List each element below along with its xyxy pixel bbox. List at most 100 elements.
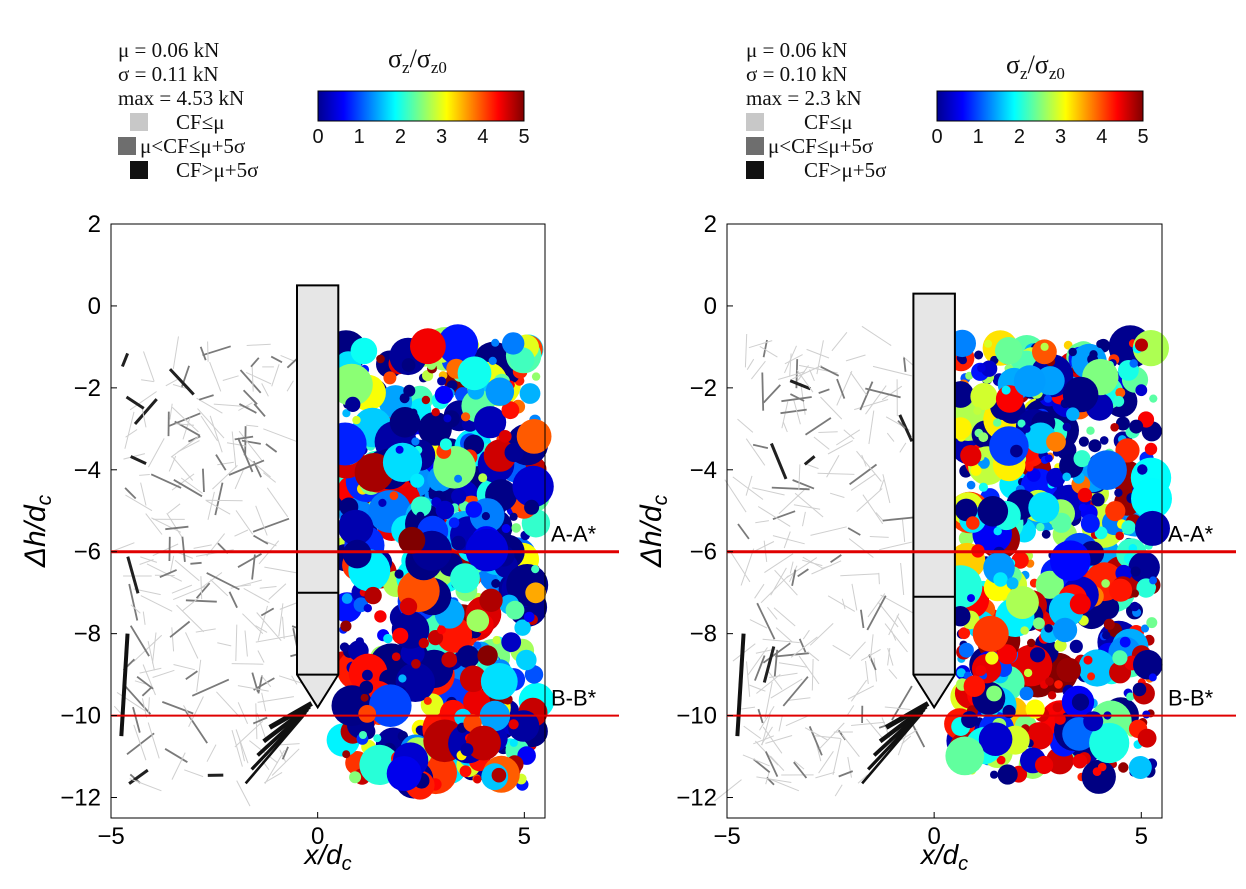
left-particle	[383, 371, 397, 385]
left-force-chain	[141, 379, 154, 383]
right-force-chain	[879, 541, 912, 551]
left-force-chain	[242, 389, 258, 405]
right-cb-title-sub2: z0	[1048, 64, 1065, 84]
left-particle	[378, 498, 387, 507]
left-force-chain	[185, 710, 208, 744]
left-particle	[386, 756, 422, 792]
right-force-chain	[774, 569, 798, 596]
left-force-chain	[271, 748, 300, 776]
left-particle	[340, 620, 352, 632]
left-force-chain	[250, 357, 260, 368]
left-force-chain	[168, 412, 201, 427]
right-colorbar-tick-1: 1	[973, 126, 984, 148]
left-particle	[492, 635, 501, 645]
left-force-chain	[215, 454, 227, 471]
right-particle	[1112, 650, 1128, 666]
left-colorbar-tick-3: 3	[436, 126, 447, 148]
right-particle	[1062, 376, 1099, 413]
right-force-chain	[778, 371, 806, 380]
left-particle	[416, 511, 425, 520]
right-force-chain	[878, 572, 880, 585]
right-cone	[912, 292, 956, 710]
right-legend-swatch-high	[746, 161, 764, 179]
left-force-chain	[129, 778, 162, 792]
right-force-chain	[759, 705, 775, 731]
left-cb-title-sub: z	[402, 58, 410, 78]
left-force-chain	[173, 664, 195, 671]
left-force-chain	[264, 771, 283, 784]
left-force-chain	[170, 436, 199, 458]
right-particle	[970, 383, 998, 410]
right-force-chain	[802, 511, 806, 527]
left-particle	[435, 500, 455, 520]
left-force-chain	[152, 669, 175, 678]
right-force-chain	[737, 523, 750, 540]
left-section-label-1: B-B*	[551, 686, 597, 711]
right-force-chain	[856, 488, 883, 512]
right-force-chain	[778, 662, 807, 668]
left-particle	[488, 356, 497, 365]
right-ytick-label: −4	[690, 457, 717, 484]
right-force-chain	[817, 472, 855, 475]
right-particle	[1054, 639, 1067, 652]
left-force-chain	[129, 391, 157, 411]
right-ytick-label: 0	[704, 293, 717, 320]
left-particle	[473, 775, 482, 784]
right-ytick-label: −12	[676, 785, 717, 812]
left-force-chain	[279, 749, 286, 762]
left-force-chain	[246, 424, 259, 427]
right-force-chain	[865, 387, 901, 399]
left-particle	[373, 734, 382, 743]
right-force-chain	[827, 440, 854, 455]
left-particle	[349, 771, 362, 784]
left-force-chain	[237, 553, 262, 568]
right-force-chain	[785, 714, 810, 727]
left-force-chain	[125, 494, 153, 512]
right-force-chain	[754, 583, 765, 599]
right-force-chain	[798, 655, 820, 685]
left-particle	[485, 377, 515, 406]
left-particle	[524, 665, 544, 684]
left-particle	[410, 473, 425, 488]
left-force-chain	[174, 559, 200, 582]
right-force-chain	[859, 381, 874, 411]
right-force-chain	[764, 553, 794, 574]
right-particle	[1083, 711, 1104, 732]
right-force-chain	[797, 568, 809, 578]
right-particle	[1026, 468, 1041, 482]
right-particle	[1073, 450, 1091, 468]
right-particle	[1119, 636, 1131, 648]
right-force-chain	[747, 647, 768, 676]
left-force-chain	[266, 487, 289, 518]
right-legend-row-mid: μ<CF≤μ+5σ	[746, 134, 886, 158]
left-particle	[454, 474, 463, 483]
left-force-chain	[130, 604, 141, 614]
left-force-chain	[239, 738, 245, 762]
right-force-chain	[887, 647, 894, 666]
left-force-chain	[134, 680, 147, 685]
right-particle	[1066, 407, 1080, 421]
right-particle	[1129, 359, 1138, 368]
left-force-chain	[236, 780, 251, 807]
right-particle	[1115, 387, 1126, 398]
right-force-chain	[888, 613, 900, 636]
left-particle	[355, 637, 364, 646]
right-force-chain	[769, 672, 798, 678]
right-particle	[1080, 514, 1100, 533]
left-particle	[434, 385, 453, 404]
right-legend-swatch-mid	[746, 137, 764, 155]
right-particle	[1032, 339, 1057, 365]
right-force-chain	[763, 384, 781, 404]
left-force-chain	[231, 729, 243, 767]
left-particle	[508, 719, 519, 730]
right-particle	[980, 360, 998, 377]
right-force-chain	[762, 642, 791, 664]
left-particle	[531, 565, 540, 574]
left-legend-swatch-low	[130, 113, 148, 131]
right-force-chain	[789, 393, 805, 402]
left-force-chain	[185, 670, 198, 680]
left-cb-title-main: σ	[388, 44, 403, 73]
right-particle	[974, 350, 984, 360]
right-particle	[1028, 492, 1060, 524]
left-force-chain	[141, 686, 152, 697]
